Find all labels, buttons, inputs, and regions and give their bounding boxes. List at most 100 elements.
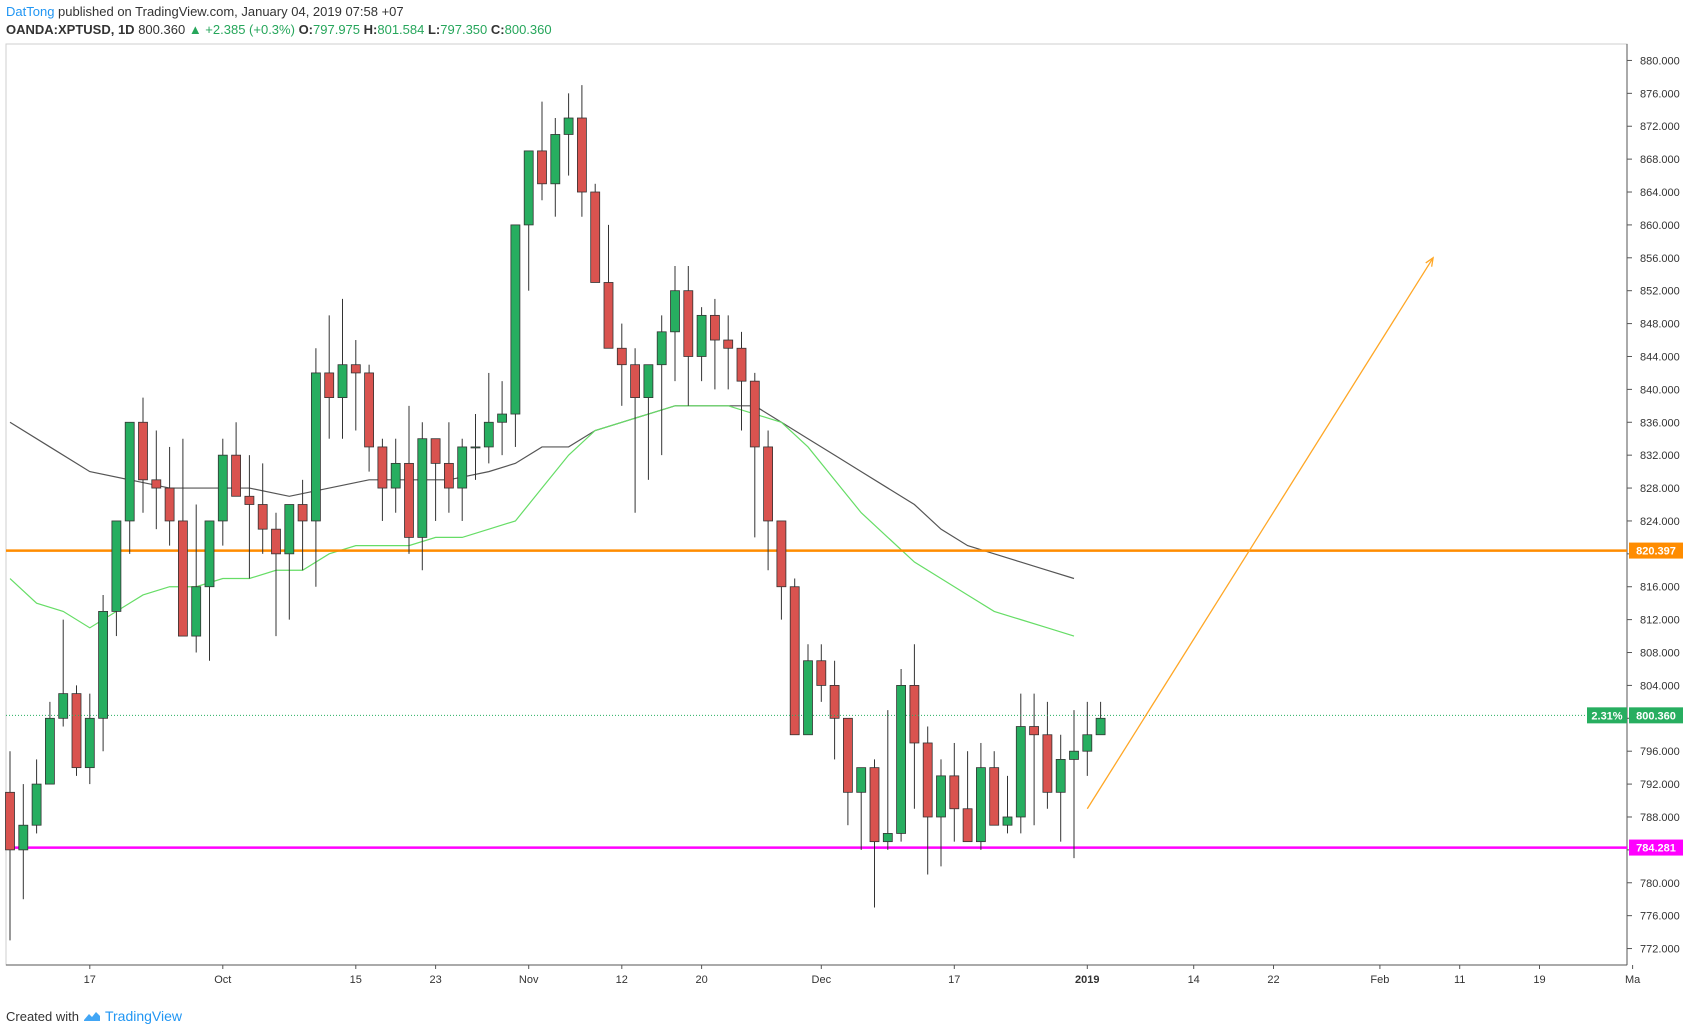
projection-arrow-head <box>1425 256 1434 267</box>
candle-down <box>749 380 760 448</box>
candle-down <box>297 504 308 522</box>
candle-up <box>390 462 401 489</box>
candle-down <box>776 520 787 588</box>
candle-down <box>443 462 454 489</box>
candle-up <box>1002 816 1013 826</box>
candle-down <box>736 347 747 382</box>
candle-up <box>510 224 521 415</box>
x-tick-label: 15 <box>350 974 362 986</box>
y-tick-label: 868.000 <box>1640 154 1680 166</box>
change-pct-bg <box>1587 707 1627 724</box>
current-price-label-bg <box>1629 707 1683 724</box>
x-tick-label: Nov <box>519 974 539 986</box>
close-label: C: <box>490 22 505 37</box>
y-tick-label: 792.000 <box>1640 779 1680 791</box>
candle-down <box>151 479 162 489</box>
x-tick-label: Feb <box>1370 974 1389 986</box>
y-tick-label: 872.000 <box>1640 121 1680 133</box>
change-pct-text: 2.31% <box>1591 710 1622 722</box>
low-value: 797.350 <box>440 22 488 37</box>
candle-down <box>616 347 627 366</box>
candle-down <box>430 438 441 464</box>
candle-up <box>284 504 295 555</box>
candle-down <box>271 528 281 555</box>
created-with: Created with <box>6 1008 79 1024</box>
candle-down <box>789 586 800 736</box>
y-tick-label: 820.000 <box>1640 549 1680 561</box>
candles <box>5 85 1106 941</box>
candle-up <box>18 824 29 851</box>
candle-down <box>257 504 268 530</box>
x-tick-label: 17 <box>84 974 96 986</box>
y-tick-label: 804.000 <box>1640 680 1680 692</box>
candle-up <box>310 372 321 522</box>
support-label-bg <box>1629 839 1683 856</box>
candle-up <box>457 446 468 489</box>
y-tick-label: 808.000 <box>1640 648 1680 660</box>
candle-up <box>84 717 95 769</box>
publish-line: DatTong published on TradingView.com, Ja… <box>6 4 404 19</box>
ohlc-header: OANDA:XPTUSD, 1D 800.360 ▲ +2.385 (+0.3%… <box>6 22 552 37</box>
x-tick-label: 2019 <box>1075 974 1099 986</box>
ma-slow-line <box>9 405 1075 580</box>
candle-up <box>417 438 428 538</box>
x-tick-label: 23 <box>429 974 441 986</box>
candle-up <box>896 685 906 834</box>
candle-up <box>1082 734 1093 752</box>
publish-text: published on TradingView.com, January 04… <box>58 4 404 19</box>
candle-up <box>670 290 680 333</box>
y-tick-label: 848.000 <box>1640 319 1680 331</box>
candle-up <box>45 717 55 785</box>
candle-down <box>816 660 827 686</box>
y-tick-label: 788.000 <box>1640 812 1680 824</box>
candle-down <box>710 314 720 341</box>
candle-down <box>949 775 960 810</box>
candle-down <box>869 767 880 843</box>
candle-down <box>989 767 1000 826</box>
y-tick-label: 832.000 <box>1640 450 1680 462</box>
y-tick-label: 880.000 <box>1640 55 1680 67</box>
candle-down <box>763 446 773 522</box>
x-tick-label: 12 <box>616 974 628 986</box>
candle-up <box>470 446 481 449</box>
price-labels: 820.397 784.281 800.360 2.31% <box>1587 542 1683 856</box>
low-label: L: <box>427 22 441 37</box>
current-price-label-text: 800.360 <box>1636 710 1676 722</box>
candle-up <box>523 150 534 226</box>
y-tick-label: 840.000 <box>1640 384 1680 396</box>
candle-up <box>217 454 228 522</box>
x-tick-label: 19 <box>1533 974 1545 986</box>
tradingview-brand[interactable]: TradingView <box>104 1008 183 1024</box>
candle-down <box>577 117 587 193</box>
high-label: H: <box>363 22 378 37</box>
x-tick-label: 11 <box>1454 974 1465 986</box>
candle-up <box>563 117 574 135</box>
y-tick-label: 828.000 <box>1640 483 1680 495</box>
candle-up <box>643 364 654 398</box>
support-label-text: 784.281 <box>1636 843 1676 855</box>
resistance-label-text: 820.397 <box>1636 546 1676 558</box>
candle-down <box>5 791 15 851</box>
candle-down <box>164 487 175 522</box>
candle-down <box>829 685 840 719</box>
moving-averages <box>9 405 1075 637</box>
close-value: 800.360 <box>504 22 552 37</box>
y-tick-label: 784.000 <box>1640 845 1680 857</box>
candle-down <box>404 462 414 538</box>
candle-up <box>98 611 108 719</box>
y-tick-label: 812.000 <box>1640 615 1680 627</box>
symbol-label: OANDA:XPTUSD, 1D <box>6 22 135 37</box>
horizontal-levels <box>6 549 1627 849</box>
author-link[interactable]: DatTong <box>6 4 55 19</box>
projection-arrow-line <box>1086 257 1434 810</box>
x-tick-label: Dec <box>812 974 832 986</box>
candle-up <box>337 364 348 398</box>
candle-up <box>31 783 42 826</box>
candle-down <box>71 693 82 769</box>
candle-up <box>936 775 946 818</box>
candle-up <box>882 833 893 843</box>
x-axis: 17 Oct 15 23 Nov 12 20 Dec 17 2019 14 22 Feb 11 19 Ma <box>84 965 1641 986</box>
y-tick-label: 776.000 <box>1640 911 1680 923</box>
y-tick-label: 796.000 <box>1640 746 1680 758</box>
